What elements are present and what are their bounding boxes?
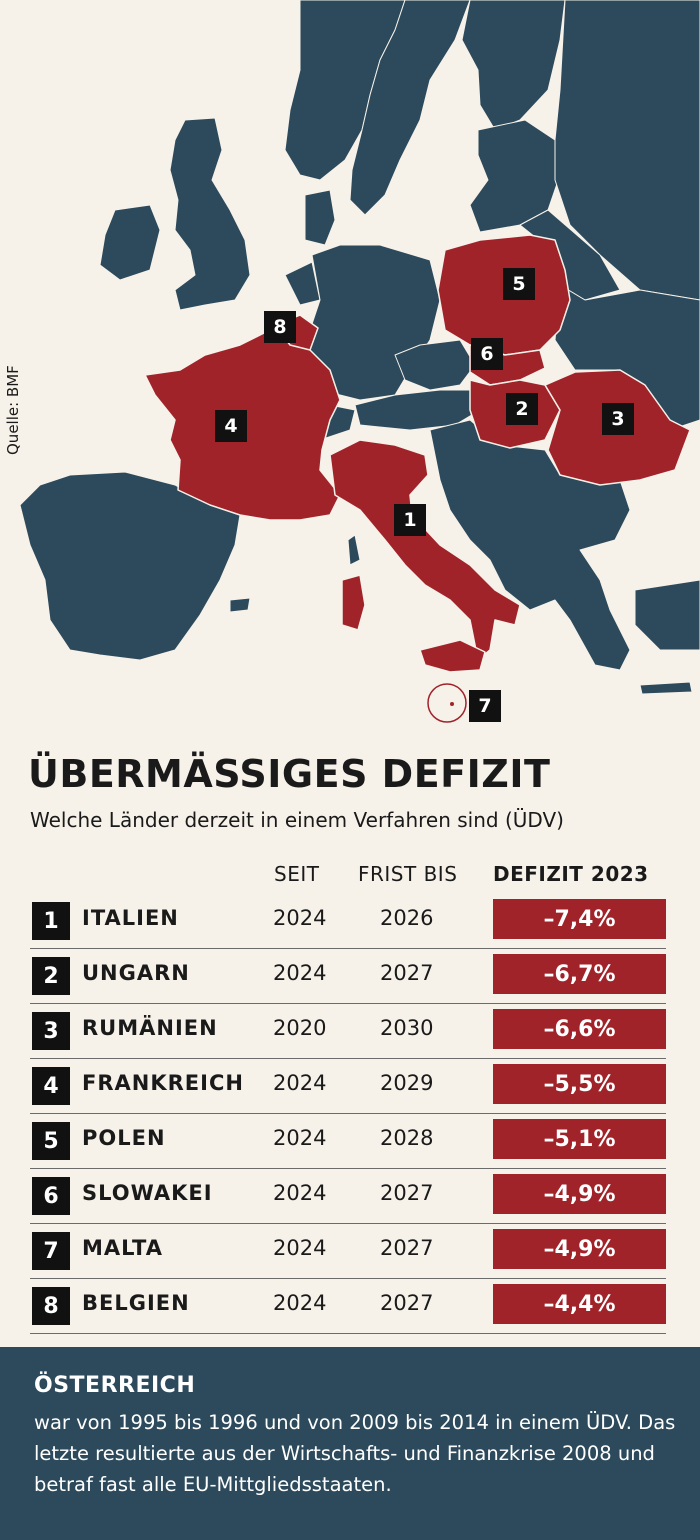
map-marker-2: 2 bbox=[506, 393, 538, 425]
russia-shape bbox=[554, 0, 700, 301]
sicily-region bbox=[419, 639, 486, 673]
row-number-badge: 6 bbox=[32, 1177, 70, 1215]
deficit-value: –7,4% bbox=[493, 899, 666, 939]
czech-shape bbox=[394, 339, 476, 391]
row-number-badge: 7 bbox=[32, 1232, 70, 1270]
deficit-value: –4,9% bbox=[493, 1174, 666, 1214]
header-frist-bis: FRIST BIS bbox=[358, 862, 458, 886]
sardinia-region bbox=[341, 574, 366, 631]
frist-value: 2030 bbox=[380, 1016, 434, 1040]
ireland-shape bbox=[99, 204, 161, 281]
deficit-value: –6,6% bbox=[493, 1009, 666, 1049]
table-row: 5 POLEN 2024 2028 –5,1% bbox=[30, 1113, 666, 1169]
deficit-value: –5,5% bbox=[493, 1064, 666, 1104]
table-row: 8 BELGIEN 2024 2027 –4,4% bbox=[30, 1278, 666, 1334]
malta-highlight-circle bbox=[427, 683, 467, 723]
country-name: RUMÄNIEN bbox=[82, 1016, 218, 1040]
balearic-shape bbox=[229, 597, 251, 613]
crete-shape bbox=[639, 681, 693, 695]
frist-value: 2026 bbox=[380, 906, 434, 930]
seit-value: 2024 bbox=[273, 1236, 327, 1260]
map-marker-5: 5 bbox=[503, 268, 535, 300]
country-name: UNGARN bbox=[82, 961, 190, 985]
frist-value: 2027 bbox=[380, 1291, 434, 1315]
row-number-badge: 2 bbox=[32, 957, 70, 995]
country-name: BELGIEN bbox=[82, 1291, 190, 1315]
italy-region bbox=[329, 439, 521, 661]
sweden-shape bbox=[349, 0, 471, 216]
table-row: 2 UNGARN 2024 2027 –6,7% bbox=[30, 948, 666, 1004]
frist-value: 2029 bbox=[380, 1071, 434, 1095]
frist-value: 2027 bbox=[380, 1236, 434, 1260]
table-row: 6 SLOWAKEI 2024 2027 –4,9% bbox=[30, 1168, 666, 1224]
seit-value: 2024 bbox=[273, 1291, 327, 1315]
deficit-value: –6,7% bbox=[493, 954, 666, 994]
country-name: SLOWAKEI bbox=[82, 1181, 213, 1205]
main-title: ÜBERMÄSSIGES DEFIZIT bbox=[28, 752, 551, 796]
map-marker-1: 1 bbox=[394, 504, 426, 536]
denmark-shape bbox=[304, 189, 336, 246]
table-row: 1 ITALIEN 2024 2026 –7,4% bbox=[30, 893, 666, 949]
subtitle: Welche Länder derzeit in einem Verfahren… bbox=[30, 808, 564, 832]
frist-value: 2028 bbox=[380, 1126, 434, 1150]
corsica-shape bbox=[347, 534, 361, 566]
table-row: 7 MALTA 2024 2027 –4,9% bbox=[30, 1223, 666, 1279]
country-name: MALTA bbox=[82, 1236, 164, 1260]
row-number-badge: 5 bbox=[32, 1122, 70, 1160]
map-marker-7: 7 bbox=[469, 690, 501, 722]
seit-value: 2024 bbox=[273, 1126, 327, 1150]
source-label: Quelle: BMF bbox=[4, 365, 22, 455]
seit-value: 2020 bbox=[273, 1016, 327, 1040]
table-row: 4 FRANKREICH 2024 2029 –5,5% bbox=[30, 1058, 666, 1114]
header-defizit-2023: DEFIZIT 2023 bbox=[493, 862, 649, 886]
country-name: ITALIEN bbox=[82, 906, 179, 930]
turkey-shape bbox=[634, 579, 700, 651]
seit-value: 2024 bbox=[273, 1071, 327, 1095]
row-number-badge: 1 bbox=[32, 902, 70, 940]
country-name: FRANKREICH bbox=[82, 1071, 244, 1095]
deficit-value: –4,9% bbox=[493, 1229, 666, 1269]
row-number-badge: 4 bbox=[32, 1067, 70, 1105]
austria-info-box: ÖSTERREICH war von 1995 bis 1996 und von… bbox=[0, 1347, 700, 1540]
row-number-badge: 3 bbox=[32, 1012, 70, 1050]
finland-shape bbox=[461, 0, 566, 131]
europe-map bbox=[19, 0, 700, 723]
row-number-badge: 8 bbox=[32, 1287, 70, 1325]
header-seit: SEIT bbox=[274, 862, 320, 886]
map-marker-8: 8 bbox=[264, 311, 296, 343]
map-marker-6: 6 bbox=[471, 338, 503, 370]
great-britain-shape bbox=[169, 117, 251, 311]
seit-value: 2024 bbox=[273, 961, 327, 985]
seit-value: 2024 bbox=[273, 906, 327, 930]
malta-dot bbox=[450, 702, 454, 706]
info-text: war von 1995 bis 1996 und von 2009 bis 2… bbox=[34, 1411, 676, 1496]
deficit-value: –5,1% bbox=[493, 1119, 666, 1159]
frist-value: 2027 bbox=[380, 961, 434, 985]
info-title: ÖSTERREICH bbox=[34, 1373, 196, 1398]
frist-value: 2027 bbox=[380, 1181, 434, 1205]
map-marker-3: 3 bbox=[602, 403, 634, 435]
deficit-value: –4,4% bbox=[493, 1284, 666, 1324]
seit-value: 2024 bbox=[273, 1181, 327, 1205]
country-name: POLEN bbox=[82, 1126, 166, 1150]
map-marker-4: 4 bbox=[215, 410, 247, 442]
table-row: 3 RUMÄNIEN 2020 2030 –6,6% bbox=[30, 1003, 666, 1059]
